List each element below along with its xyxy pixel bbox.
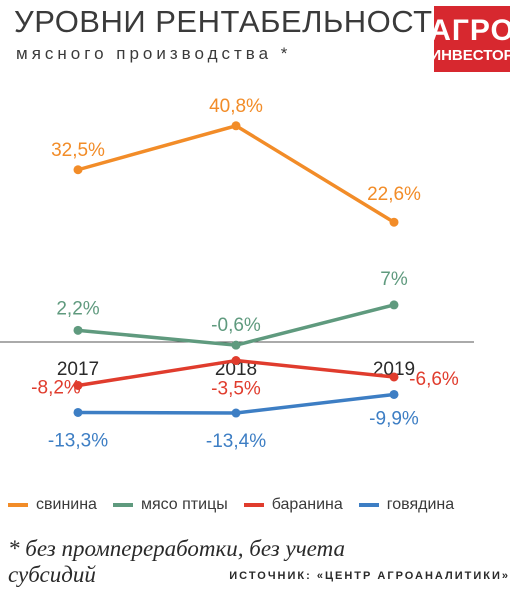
legend-swatch xyxy=(243,503,264,507)
data-point xyxy=(73,380,83,390)
data-label: 32,5% xyxy=(51,140,105,161)
series-line xyxy=(76,124,396,224)
data-point xyxy=(231,340,241,350)
data-label: 22,6% xyxy=(367,184,421,205)
agroinvestor-logo: АГРО ИНВЕСТОР xyxy=(429,6,514,72)
data-label: -6,6% xyxy=(409,369,459,390)
legend-swatch xyxy=(358,503,379,507)
legend-item: баранина xyxy=(243,496,343,514)
data-label: -13,3% xyxy=(48,430,108,451)
data-point xyxy=(73,165,83,175)
data-point xyxy=(389,300,399,310)
logo-line-2: ИНВЕСТОР xyxy=(430,46,514,64)
data-point xyxy=(389,217,399,227)
data-point xyxy=(73,325,83,335)
legend-item: свинина xyxy=(8,496,97,514)
legend-item: говядина xyxy=(358,496,455,514)
data-point xyxy=(231,121,241,131)
legend-label: баранина xyxy=(271,496,343,513)
data-label: -9,9% xyxy=(369,408,419,429)
data-point xyxy=(389,389,399,399)
data-label: 40,8% xyxy=(209,96,263,117)
source-note: ИСТОЧНИК: «ЦЕНТР АГРОАНАЛИТИКИ» xyxy=(229,570,510,582)
chart-subtitle: мясного производства * xyxy=(16,44,292,63)
legend-label: свинина xyxy=(36,496,97,513)
data-label: -8,2% xyxy=(31,377,81,398)
chart-title: УРОВНИ РЕНТАБЕЛЬНОСТИ xyxy=(14,4,456,39)
legend-label: говядина xyxy=(386,496,455,513)
data-point xyxy=(389,372,399,382)
chart-legend: свинина мясо птицы баранина говядина xyxy=(8,496,470,514)
data-point xyxy=(231,408,241,418)
data-label: 7% xyxy=(380,269,408,290)
data-label: 2,2% xyxy=(56,298,99,319)
legend-swatch xyxy=(112,503,133,507)
data-label: -0,6% xyxy=(211,315,261,336)
legend-label: мясо птицы xyxy=(140,496,228,513)
data-point xyxy=(73,407,83,417)
footnote: * без промпереработки, без учета субсиди… xyxy=(8,536,345,587)
x-tick-label: 2017 xyxy=(57,359,99,380)
data-label: -13,4% xyxy=(206,431,266,452)
line-chart: 2017 2018 201932,5%40,8%22,6%2,2%-0,6%7%-8… xyxy=(0,96,474,452)
data-point xyxy=(231,356,241,366)
legend-swatch xyxy=(8,503,28,507)
x-tick-label: 2018 xyxy=(215,359,257,380)
legend-item: мясо птицы xyxy=(112,496,228,514)
data-label: -3,5% xyxy=(211,379,261,400)
logo-line-1: АГРО xyxy=(429,13,515,47)
